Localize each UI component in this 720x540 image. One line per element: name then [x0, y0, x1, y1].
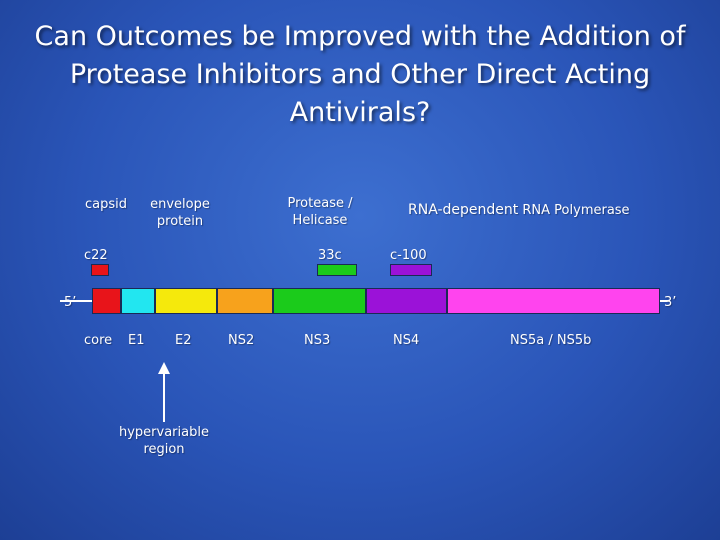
arrow-shaft — [163, 372, 165, 422]
gene-label-ns5: NS5a / NS5b — [510, 333, 592, 348]
c100-label: c-100 — [390, 248, 427, 263]
c22-antigen-box — [91, 264, 109, 276]
title-line-1: Can Outcomes be Improved with the Additi… — [34, 21, 686, 52]
slide-title: Can Outcomes be Improved with the Additi… — [0, 18, 720, 132]
envelope-protein-label: envelope protein — [140, 196, 220, 230]
protease-label-line-2: Helicase — [292, 213, 348, 228]
polymerase-label-bold: RNA-dependent — [408, 202, 519, 218]
c33c-label: 33c — [318, 248, 342, 263]
segment-ns5 — [447, 288, 660, 314]
hypervariable-label-line-2: region — [143, 442, 185, 457]
title-line-2: Protease Inhibitors and Other Direct Act… — [69, 59, 651, 90]
segment-ns2 — [217, 288, 273, 314]
capsid-label: capsid — [84, 197, 127, 212]
envelope-label-line-1: envelope — [150, 197, 210, 212]
gene-label-ns3: NS3 — [304, 333, 331, 348]
three-prime-line — [660, 300, 670, 302]
five-prime-line — [60, 300, 92, 302]
c22-label: c22 — [84, 248, 108, 263]
envelope-label-line-2: protein — [156, 214, 204, 229]
three-prime-label: 3’ — [664, 295, 677, 310]
polymerase-label-rest: RNA Polymerase — [518, 203, 630, 218]
hypervariable-label-line-1: hypervariable — [119, 425, 209, 440]
five-prime-label: 5’ — [64, 295, 77, 310]
hypervariable-region-label: hypervariable region — [104, 424, 224, 458]
title-line-3: Antivirals? — [289, 97, 431, 128]
c33c-antigen-box — [317, 264, 357, 276]
gene-label-e2: E2 — [175, 333, 192, 348]
protease-helicase-label: Protease / Helicase — [270, 195, 370, 229]
protease-label-line-1: Protease / — [287, 196, 353, 211]
c100-antigen-box — [390, 264, 432, 276]
arrow-up-icon — [158, 362, 170, 374]
polymerase-label: RNA-dependent RNA Polymerase — [408, 202, 668, 219]
segment-ns4 — [366, 288, 447, 314]
segment-ns3 — [273, 288, 366, 314]
gene-label-ns4: NS4 — [393, 333, 420, 348]
segment-e1 — [121, 288, 155, 314]
gene-label-ns2: NS2 — [228, 333, 255, 348]
gene-label-e1: E1 — [128, 333, 145, 348]
segment-e2 — [155, 288, 217, 314]
segment-core — [92, 288, 121, 314]
gene-label-core: core — [84, 333, 113, 348]
